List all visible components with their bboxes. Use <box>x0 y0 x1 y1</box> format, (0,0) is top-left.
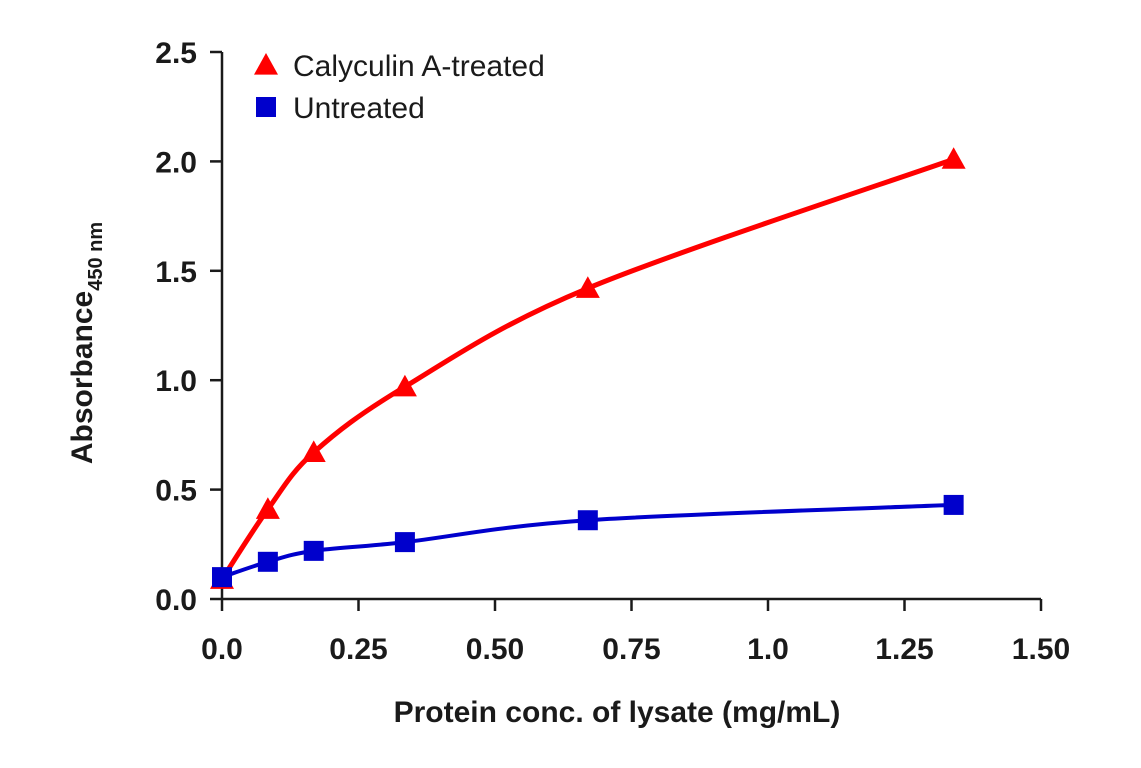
calyculin-point <box>255 497 280 519</box>
legend-calyculin-label: Calyculin A-treated <box>293 50 545 83</box>
y-tick-label: 0.0 <box>155 584 197 617</box>
data-points <box>210 147 966 589</box>
untreated-point <box>943 494 964 515</box>
y-tick-label: 2.0 <box>155 146 197 179</box>
calyculin-point <box>575 276 600 298</box>
x-axis-title: Protein conc. of lysate (mg/mL) <box>394 696 841 729</box>
calyculin-point <box>392 374 417 397</box>
y-axis-title-subscript: 450 nm <box>85 222 107 291</box>
legend-calyculin-marker <box>254 53 278 75</box>
calyculin-point <box>941 147 966 169</box>
untreated-point <box>257 551 278 572</box>
untreated-point <box>577 510 598 531</box>
untreated-point <box>212 567 232 588</box>
y-tick-label: 1.0 <box>155 365 197 398</box>
y-tick-label: 2.5 <box>155 37 197 70</box>
x-tick-label: 1.50 <box>1012 633 1070 666</box>
legend: Calyculin A-treated Untreated <box>254 50 545 125</box>
x-tick-label: 1.25 <box>875 633 933 666</box>
x-tick-label: 0.0 <box>201 633 243 666</box>
x-tick-label: 0.25 <box>329 633 387 666</box>
y-tick-label: 0.5 <box>155 475 197 508</box>
ticks: 0.0 0.25 0.50 0.75 1.0 1.25 1.50 0.0 0.5 1.0 1.5 2.… <box>155 37 1070 666</box>
y-tick-label: 1.5 <box>155 256 197 289</box>
legend-untreated-label: Untreated <box>293 92 425 125</box>
x-tick-label: 1.0 <box>747 633 789 666</box>
y-axis-title: Absorbance450 nm <box>66 222 107 464</box>
untreated-point <box>303 540 324 561</box>
x-tick-label: 0.50 <box>466 633 524 666</box>
legend-untreated-marker <box>256 97 276 117</box>
untreated-point <box>394 532 415 553</box>
calyculin-point <box>301 440 326 463</box>
y-axis-title-main: Absorbance <box>66 291 99 464</box>
x-tick-label: 0.75 <box>602 633 660 666</box>
